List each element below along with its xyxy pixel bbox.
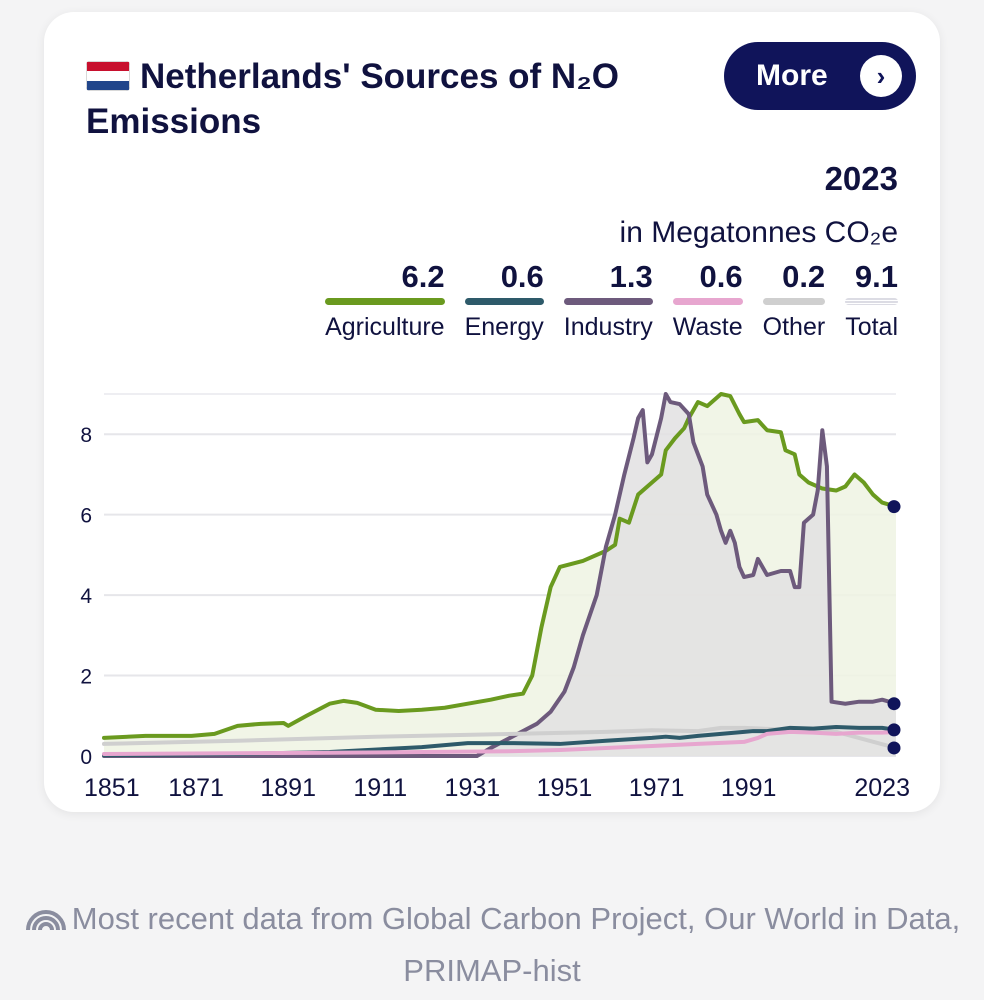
x-tick-label: 1991	[721, 774, 777, 802]
unit-label: in Megatonnes CO₂e	[619, 216, 898, 249]
legend-swatch	[464, 298, 544, 305]
series-line-energy[interactable]	[102, 725, 898, 758]
series-line-agriculture[interactable]	[102, 392, 898, 740]
endpoint-marker	[887, 741, 901, 755]
y-tick-label: 0	[80, 746, 92, 769]
footer-source: Most recent data from Global Carbon Proj…	[0, 893, 984, 997]
legend-value: 6.2	[401, 259, 445, 294]
legend-item-waste[interactable]: 0.6 Waste	[663, 258, 753, 342]
legend-item-industry[interactable]: 1.3 Industry	[554, 258, 663, 342]
x-tick-label: 1971	[629, 774, 685, 802]
rss-icon	[25, 910, 66, 931]
legend-item-other[interactable]: 0.2 Other	[753, 258, 836, 342]
more-button[interactable]: More ›	[724, 42, 916, 110]
y-tick-label: 8	[80, 424, 92, 447]
legend-item-agriculture[interactable]: 6.2 Agriculture	[315, 258, 455, 342]
x-tick-label: 2023	[854, 774, 910, 802]
endpoint-marker	[887, 697, 901, 711]
chart-card: Netherlands' Sources of N₂O Emissions Mo…	[44, 12, 940, 812]
legend-value: 0.6	[500, 259, 544, 294]
netherlands-flag-icon	[86, 61, 130, 91]
y-tick-label: 2	[80, 666, 92, 689]
legend-value: 0.2	[782, 259, 826, 294]
chart-title-text: Netherlands' Sources of N₂O Emissions	[86, 57, 619, 141]
series-line-industry[interactable]	[102, 392, 898, 758]
legend-swatch	[845, 298, 898, 305]
legend-value: 1.3	[609, 259, 653, 294]
chevron-right-icon: ›	[860, 55, 902, 97]
legend-label: Other	[762, 313, 826, 341]
x-tick-label: 1871	[168, 774, 224, 802]
legend-swatch	[325, 298, 445, 305]
y-tick-label: 6	[80, 505, 92, 528]
legend-swatch	[563, 298, 653, 305]
legend-label: Industry	[563, 313, 653, 341]
legend-label: Waste	[672, 313, 743, 341]
x-tick-label: 1911	[353, 774, 407, 802]
y-tick-label: 4	[80, 585, 92, 608]
legend-label: Agriculture	[325, 313, 445, 341]
legend-swatch	[672, 298, 743, 305]
legend-label: Energy	[464, 313, 544, 341]
x-tick-label: 1951	[537, 774, 593, 802]
x-tick-label: 1891	[260, 774, 316, 802]
more-button-label: More	[756, 59, 828, 92]
legend: 6.2 Agriculture 0.6 Energy 1.3 Industry …	[315, 258, 898, 342]
chart-title: Netherlands' Sources of N₂O Emissions	[86, 54, 706, 144]
legend-item-energy[interactable]: 0.6 Energy	[455, 258, 554, 342]
endpoint-marker	[887, 723, 901, 737]
legend-item-total[interactable]: 9.1 Total	[835, 258, 898, 342]
x-tick-label: 1931	[445, 774, 501, 802]
selected-year: 2023	[824, 160, 898, 197]
legend-swatch	[762, 298, 826, 305]
series-line-waste[interactable]	[102, 729, 898, 756]
legend-value: 9.1	[854, 259, 898, 294]
endpoint-marker	[887, 500, 901, 514]
series-area-industry	[104, 394, 896, 756]
footer-text: Most recent data from Global Carbon Proj…	[71, 901, 961, 988]
legend-label: Total	[845, 313, 898, 341]
line-chart[interactable]: 0 2 4 6 8 1851 1871 1891 1911 1931 1951 1971 1991 202…	[44, 372, 940, 802]
legend-value: 0.6	[699, 259, 743, 294]
x-tick-label: 1851	[84, 774, 140, 802]
